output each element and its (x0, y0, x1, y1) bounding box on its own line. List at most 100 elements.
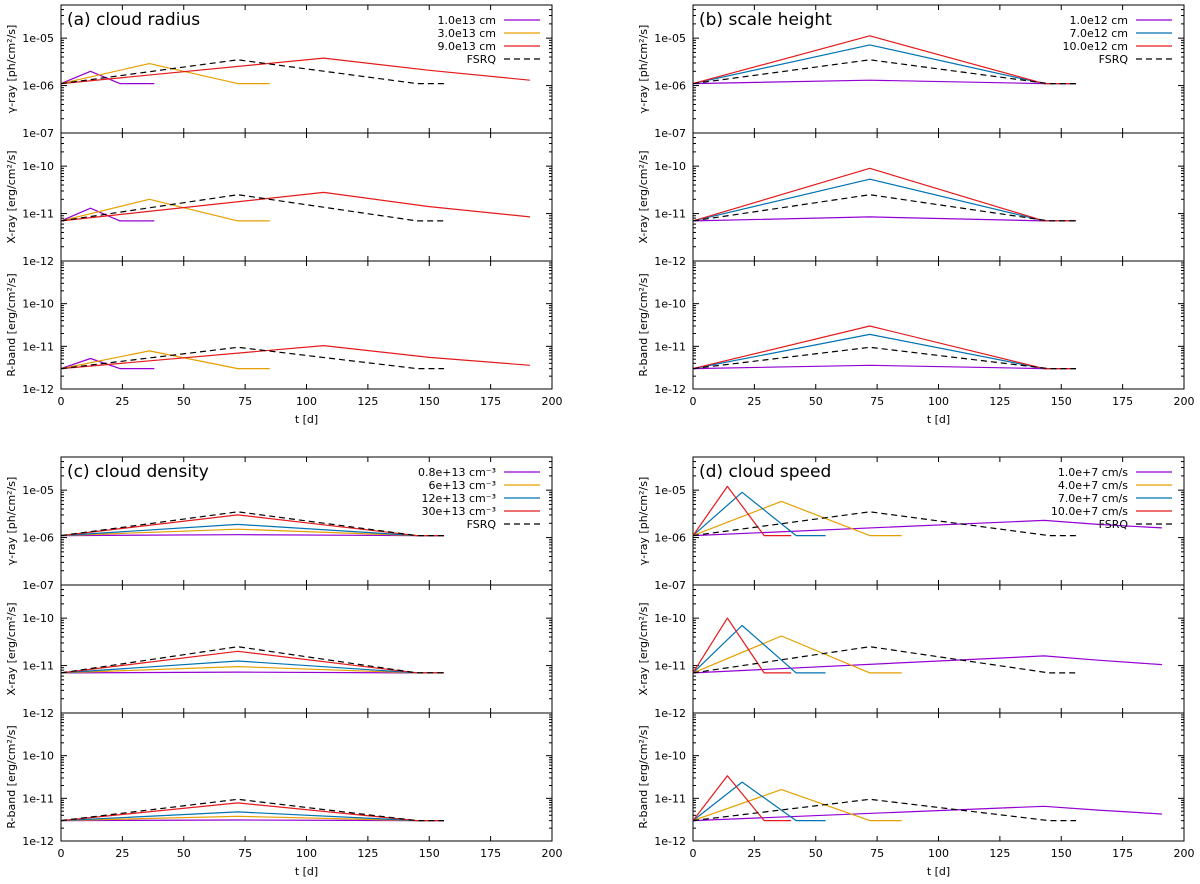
legend-label-4: 10.0e+7 cm/s (1051, 505, 1128, 518)
series-line-1 (692, 805, 1162, 822)
subplot-2: 1e-12 1e-11 1e-10 X-ray [erg/cm²/s] (637, 132, 1185, 268)
series-line-2 (60, 198, 270, 222)
x-tick-label: 175 (480, 395, 501, 408)
panel-title: (a) cloud radius (67, 10, 200, 30)
legend-label-1: 1.0e13 cm (437, 14, 496, 27)
legend-label-1: 0.8e+13 cm⁻³ (418, 466, 496, 479)
x-tick-label: 75 (870, 847, 884, 860)
subplot-frame (692, 712, 1185, 842)
series-line-2 (60, 62, 270, 85)
y-tick-label: 1e-12 (22, 707, 54, 720)
x-tick-label: 200 (542, 395, 563, 408)
y-tick-label: 1e-11 (654, 340, 686, 353)
y-tick-label: 1e-10 (22, 750, 54, 763)
panel-title: (c) cloud density (67, 462, 209, 482)
y-tick-label: 1e-10 (654, 750, 686, 763)
x-tick-label: 0 (690, 847, 697, 860)
subplot-3: 1e-12 1e-11 1e-10 R-band [erg/cm²/s] (637, 712, 1185, 848)
x-tick-label: 125 (989, 395, 1010, 408)
subplot-frame (60, 584, 553, 714)
series-line-2 (692, 44, 1076, 85)
y-tick-label: 1e-12 (22, 835, 54, 848)
x-tick-label: 100 (296, 395, 317, 408)
x-tick-label: 100 (928, 847, 949, 860)
subplot-frame (692, 260, 1185, 390)
series-line-2 (60, 350, 270, 370)
y-tick-label: 1e-12 (22, 255, 54, 268)
series-line-5 (692, 646, 1076, 674)
y-tick-label: 1e-10 (22, 612, 54, 625)
subplot-3: 1e-12 1e-11 1e-10 R-band [erg/cm²/s] (637, 260, 1185, 396)
x-tick-label: 25 (747, 847, 761, 860)
legend-label-3: 10.0e12 cm (1062, 40, 1128, 53)
legend-label-2: 7.0e12 cm (1069, 27, 1128, 40)
x-tick-label: 175 (1112, 847, 1133, 860)
y-tick-label: 1e-12 (22, 383, 54, 396)
subplot-frame (692, 132, 1185, 262)
y-tick-label: 1e-05 (654, 484, 686, 497)
y-axis-label: X-ray [erg/cm²/s] (5, 150, 18, 243)
x-tick-label: 150 (419, 395, 440, 408)
x-tick-label: 200 (542, 847, 563, 860)
legend-label-5: FSRQ (467, 518, 497, 531)
series-line-3 (692, 325, 1076, 370)
series-line-3 (692, 624, 826, 674)
series-line-5 (60, 798, 444, 822)
legend-label-2: 3.0e13 cm (437, 27, 496, 40)
subplot-3: 1e-12 1e-11 1e-10 R-band [erg/cm²/s] (5, 712, 553, 848)
legend-label-5: FSRQ (1099, 518, 1129, 531)
subplot-frame (60, 260, 553, 390)
y-tick-label: 1e-10 (22, 298, 54, 311)
x-tick-label: 125 (357, 395, 378, 408)
series-line-4 (692, 617, 792, 674)
legend-label-3: 7.0e+7 cm/s (1058, 492, 1128, 505)
series-line-4 (692, 485, 792, 537)
series-line-3 (692, 491, 826, 537)
x-tick-label: 75 (238, 847, 252, 860)
y-tick-label: 1e-07 (22, 127, 54, 140)
series-line-4 (692, 346, 1076, 370)
legend-label-3: 9.0e13 cm (437, 40, 496, 53)
y-axis-label: X-ray [erg/cm²/s] (637, 602, 650, 695)
y-axis-label: R-band [erg/cm²/s] (637, 273, 650, 376)
y-tick-label: 1e-05 (22, 32, 54, 45)
x-tick-label: 200 (1174, 395, 1195, 408)
y-axis-label: X-ray [erg/cm²/s] (637, 150, 650, 243)
subplot-frame (60, 132, 553, 262)
y-tick-label: 1e-12 (654, 835, 686, 848)
series-line-4 (692, 59, 1076, 85)
series-line-4 (60, 59, 444, 85)
x-axis-label: t [d] (295, 865, 318, 878)
series-line-4 (60, 194, 444, 222)
y-tick-label: 1e-10 (654, 298, 686, 311)
legend-label-4: 30e+13 cm⁻³ (422, 505, 496, 518)
legend-label-1: 1.0e12 cm (1069, 14, 1128, 27)
series-line-3 (692, 781, 826, 822)
y-tick-label: 1e-11 (654, 208, 686, 221)
x-tick-label: 150 (419, 847, 440, 860)
subplot-3: 1e-12 1e-11 1e-10 R-band [erg/cm²/s] (5, 260, 553, 396)
legend-label-2: 4.0e+7 cm/s (1058, 479, 1128, 492)
x-tick-label: 175 (1112, 395, 1133, 408)
x-tick-label: 25 (115, 847, 129, 860)
x-tick-label: 100 (296, 847, 317, 860)
x-tick-label: 150 (1051, 395, 1072, 408)
y-tick-label: 1e-10 (654, 612, 686, 625)
x-tick-label: 175 (480, 847, 501, 860)
y-axis-label: R-band [erg/cm²/s] (5, 273, 18, 376)
x-tick-label: 0 (58, 395, 65, 408)
y-tick-label: 1e-10 (22, 160, 54, 173)
y-tick-label: 1e-05 (22, 484, 54, 497)
x-tick-label: 25 (115, 395, 129, 408)
legend-label-4: FSRQ (467, 53, 497, 66)
panel-title: (b) scale height (699, 10, 832, 30)
panel-title: (d) cloud speed (699, 462, 831, 482)
subplot-frame (692, 584, 1185, 714)
series-line-2 (692, 635, 902, 674)
x-tick-label: 200 (1174, 847, 1195, 860)
subplot-1: 1e-07 1e-06 1e-05 γ-ray [ph/cm²/s] (637, 4, 1185, 140)
x-tick-label: 75 (238, 395, 252, 408)
